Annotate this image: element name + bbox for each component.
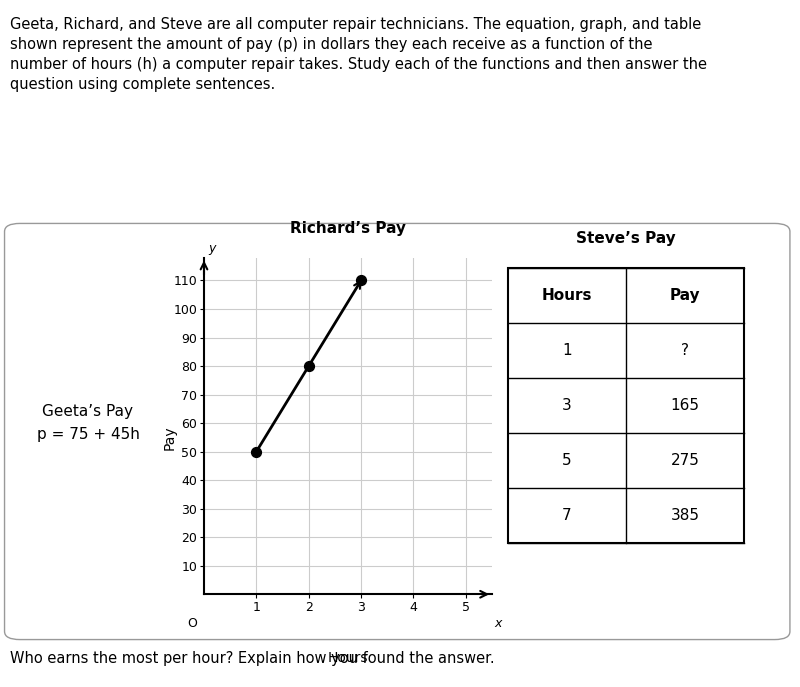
Text: y: y — [208, 242, 215, 255]
Point — [302, 361, 315, 372]
Text: ?: ? — [681, 343, 689, 358]
Text: 7: 7 — [562, 508, 572, 523]
Text: x: x — [494, 617, 502, 630]
Point — [250, 446, 262, 457]
Text: Geeta’s Pay
p = 75 + 45h: Geeta’s Pay p = 75 + 45h — [37, 405, 139, 442]
Text: 5: 5 — [562, 453, 572, 468]
Title: Richard’s Pay: Richard’s Pay — [290, 221, 406, 236]
Text: Hours: Hours — [542, 288, 592, 303]
FancyBboxPatch shape — [5, 223, 790, 640]
Text: O: O — [187, 617, 198, 630]
Text: 275: 275 — [670, 453, 699, 468]
Point — [354, 275, 367, 286]
Text: Pay: Pay — [670, 288, 700, 303]
Text: Geeta, Richard, and Steve are all computer repair technicians. The equation, gra: Geeta, Richard, and Steve are all comput… — [10, 17, 706, 91]
Text: 1: 1 — [562, 343, 572, 358]
Text: 3: 3 — [562, 398, 572, 413]
Text: 165: 165 — [670, 398, 699, 413]
Text: Hours: Hours — [328, 651, 368, 665]
Text: Pay: Pay — [163, 425, 177, 450]
Text: 385: 385 — [670, 508, 699, 523]
Text: Who earns the most per hour? Explain how you found the answer.: Who earns the most per hour? Explain how… — [10, 651, 494, 666]
Text: Steve’s Pay: Steve’s Pay — [576, 231, 676, 246]
